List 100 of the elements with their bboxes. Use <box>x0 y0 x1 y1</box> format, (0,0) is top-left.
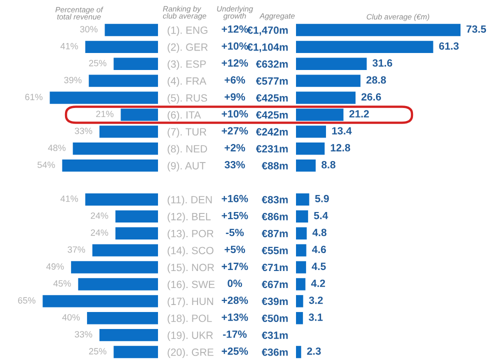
text: +10% <box>222 42 248 50</box>
text: 33% <box>224 160 245 168</box>
data-label: 4.5 <box>312 262 326 270</box>
text: +10% <box>222 110 248 118</box>
y-tick-label: (1). ENG <box>168 26 208 36</box>
data-label: 41% <box>60 196 78 202</box>
bar <box>42 295 158 308</box>
bar <box>296 244 306 256</box>
bar <box>92 244 158 256</box>
y-tick-label: €83m <box>262 196 288 204</box>
text: +2% <box>224 144 246 152</box>
y-tick-label: (17). HUN <box>168 297 214 308</box>
text: +13% <box>222 314 248 321</box>
data-label: 39% <box>64 76 82 84</box>
data-label: 37% <box>68 246 86 253</box>
bar <box>296 210 308 223</box>
y-tick-label: (11). DEN <box>168 196 212 206</box>
bar <box>114 346 158 358</box>
text: +15% <box>222 212 248 220</box>
data-label: 25% <box>89 348 106 354</box>
bar <box>296 312 303 324</box>
data-label: 21% <box>96 110 114 118</box>
y-tick-label: (3). ESP <box>168 60 206 70</box>
y-tick-label: (16). SWE <box>168 280 215 290</box>
text: +25% <box>222 347 248 355</box>
y-tick-label: €242m <box>256 128 288 136</box>
data-label: 4.6 <box>312 246 326 254</box>
data-label: 54% <box>38 162 55 168</box>
y-tick-label: €231m <box>256 145 288 153</box>
data-label: 4.2 <box>311 280 326 287</box>
bar <box>71 261 158 274</box>
bar <box>296 74 360 87</box>
data-label: 33% <box>74 331 92 338</box>
data-label: 49% <box>46 263 64 270</box>
bar <box>115 210 158 223</box>
data-label: 25% <box>89 60 106 66</box>
text: 0% <box>228 280 242 288</box>
data-label: 8.8 <box>322 160 336 168</box>
data-label: 4.8 <box>312 228 326 236</box>
y-tick-label: (6). ITA <box>168 110 201 121</box>
y-tick-label: (7). TUR <box>168 128 206 138</box>
bar <box>85 40 158 54</box>
bar <box>115 227 158 240</box>
bar <box>114 58 158 70</box>
bar <box>62 159 158 172</box>
data-label: 30% <box>80 26 98 32</box>
y-tick-label: €55m <box>262 246 288 254</box>
bar <box>296 40 434 54</box>
bar <box>296 227 307 240</box>
text: +6% <box>224 76 246 84</box>
text: +9% <box>224 93 246 101</box>
y-tick-label: €1,470m <box>247 26 288 36</box>
y-tick-label: €1,104m <box>247 43 288 52</box>
data-label: 48% <box>48 144 66 152</box>
y-tick-label: €425m <box>256 111 288 119</box>
data-label: 24% <box>90 229 108 236</box>
text: +12% <box>222 25 248 33</box>
data-label: 12.8 <box>330 144 350 152</box>
y-tick-label: €87m <box>262 230 288 238</box>
bar <box>296 108 344 121</box>
y-tick-label: €425m <box>256 94 288 102</box>
y-tick-label: €31m <box>262 332 288 339</box>
bar <box>99 126 158 138</box>
y-tick-label: €36m <box>262 348 288 356</box>
y-tick-label: (13). POR <box>168 230 214 240</box>
y-tick-label: €67m <box>262 280 288 288</box>
data-label: 28.8 <box>366 76 386 84</box>
bar <box>120 108 158 121</box>
text: -17% <box>223 330 247 338</box>
y-tick-label: €88m <box>262 162 288 170</box>
y-tick-label: €577m <box>256 77 288 85</box>
data-label: 41% <box>60 42 78 50</box>
text: +16% <box>222 194 248 202</box>
y-tick-label: (4). FRA <box>168 77 206 87</box>
bar <box>296 193 310 206</box>
bar <box>72 142 158 155</box>
y-tick-label: €71m <box>262 264 288 272</box>
bar <box>296 159 316 172</box>
bar <box>296 261 306 274</box>
y-tick-label: (18). POL <box>168 314 212 324</box>
data-label: 26.6 <box>361 93 381 101</box>
y-tick-label: (9). AUT <box>168 162 206 172</box>
text: +12% <box>222 59 248 67</box>
data-label: 3.1 <box>308 314 323 321</box>
y-tick-label: (8). NED <box>168 144 208 155</box>
data-label: 61% <box>25 94 43 100</box>
y-tick-label: (20). GRE <box>168 348 214 358</box>
text: +28% <box>222 296 248 304</box>
data-label: 40% <box>62 314 80 321</box>
data-label: 3.2 <box>308 296 323 304</box>
y-tick-label: (14). SCO <box>168 246 214 256</box>
y-tick-label: (5). RUS <box>168 94 208 104</box>
bar <box>88 74 158 87</box>
text: -5% <box>226 228 244 236</box>
data-label: 65% <box>18 297 36 304</box>
bar <box>296 24 461 36</box>
y-tick-label: €39m <box>262 298 288 306</box>
y-tick-label: (19). UKR <box>168 331 213 342</box>
bar <box>296 58 367 70</box>
data-label: 33% <box>74 128 92 134</box>
